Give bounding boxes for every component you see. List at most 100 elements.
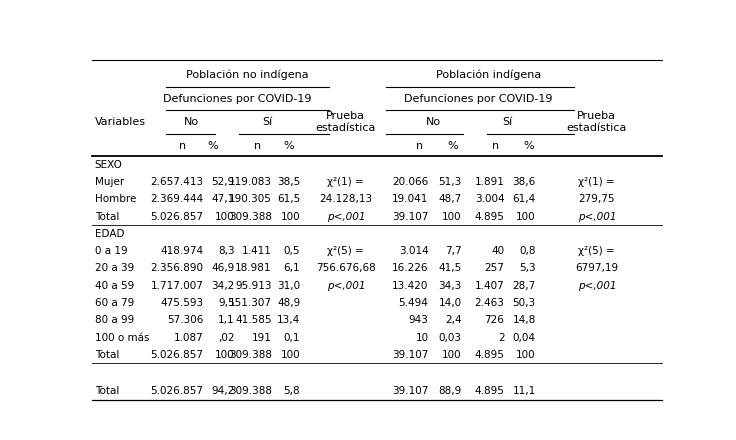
Text: Defunciones por COVID-19: Defunciones por COVID-19 — [163, 94, 312, 103]
Text: Población indígena: Población indígena — [436, 70, 541, 80]
Text: 50,3: 50,3 — [513, 298, 536, 308]
Text: 0,1: 0,1 — [283, 333, 300, 343]
Text: Sí: Sí — [263, 117, 273, 127]
Text: 51,3: 51,3 — [439, 177, 461, 187]
Text: 100: 100 — [215, 350, 235, 360]
Text: 20 a 39: 20 a 39 — [95, 264, 134, 273]
Text: χ²(5) =: χ²(5) = — [328, 246, 364, 256]
Text: 40 a 59: 40 a 59 — [95, 281, 134, 291]
Text: 309.388: 309.388 — [229, 350, 272, 360]
Text: Sí: Sí — [502, 117, 512, 127]
Text: 100: 100 — [215, 212, 235, 222]
Text: 100: 100 — [516, 212, 536, 222]
Text: 1.087: 1.087 — [174, 333, 203, 343]
Text: 38,5: 38,5 — [277, 177, 300, 187]
Text: 309.388: 309.388 — [229, 212, 272, 222]
Text: 16.226: 16.226 — [392, 264, 428, 273]
Text: 475.593: 475.593 — [160, 298, 203, 308]
Text: n: n — [179, 141, 185, 151]
Text: 100: 100 — [442, 212, 461, 222]
Text: 52,9: 52,9 — [211, 177, 235, 187]
Text: Prueba
estadística: Prueba estadística — [567, 111, 627, 133]
Text: 418.974: 418.974 — [160, 246, 203, 256]
Text: 2.369.444: 2.369.444 — [150, 194, 203, 204]
Text: n: n — [492, 141, 500, 151]
Text: Total: Total — [95, 386, 119, 396]
Text: 3.014: 3.014 — [399, 246, 428, 256]
Text: 1.717.007: 1.717.007 — [150, 281, 203, 291]
Text: 191: 191 — [252, 333, 272, 343]
Text: χ²(1) =: χ²(1) = — [328, 177, 364, 187]
Text: 13,4: 13,4 — [277, 315, 300, 325]
Text: 279,75: 279,75 — [578, 194, 615, 204]
Text: 39.107: 39.107 — [392, 386, 428, 396]
Text: 1.891: 1.891 — [475, 177, 504, 187]
Text: 48,7: 48,7 — [439, 194, 461, 204]
Text: 0,04: 0,04 — [513, 333, 536, 343]
Text: 100 o más: 100 o más — [95, 333, 149, 343]
Text: 190.305: 190.305 — [229, 194, 272, 204]
Text: 41,5: 41,5 — [439, 264, 461, 273]
Text: 943: 943 — [408, 315, 428, 325]
Text: Mujer: Mujer — [95, 177, 124, 187]
Text: 46,9: 46,9 — [211, 264, 235, 273]
Text: Total: Total — [95, 212, 119, 222]
Text: 2: 2 — [498, 333, 504, 343]
Text: 24.128,13: 24.128,13 — [319, 194, 372, 204]
Text: 2.356.890: 2.356.890 — [150, 264, 203, 273]
Text: 40: 40 — [491, 246, 504, 256]
Text: 5.026.857: 5.026.857 — [150, 386, 203, 396]
Text: 18.981: 18.981 — [236, 264, 272, 273]
Text: 2,4: 2,4 — [445, 315, 461, 325]
Text: 4.895: 4.895 — [475, 350, 504, 360]
Text: 14,8: 14,8 — [512, 315, 536, 325]
Text: 11,1: 11,1 — [512, 386, 536, 396]
Text: Población no indígena: Población no indígena — [186, 70, 309, 80]
Text: 3.004: 3.004 — [475, 194, 504, 204]
Text: p<,001: p<,001 — [578, 212, 616, 222]
Text: Hombre: Hombre — [95, 194, 136, 204]
Text: 61,4: 61,4 — [512, 194, 536, 204]
Text: 41.585: 41.585 — [236, 315, 272, 325]
Text: p<,001: p<,001 — [578, 281, 616, 291]
Text: ,02: ,02 — [218, 333, 235, 343]
Text: 100: 100 — [280, 350, 300, 360]
Text: n: n — [254, 141, 261, 151]
Text: 100: 100 — [516, 350, 536, 360]
Text: 6797,19: 6797,19 — [576, 264, 618, 273]
Text: 9,5: 9,5 — [218, 298, 235, 308]
Text: 5,3: 5,3 — [519, 264, 536, 273]
Text: 60 a 79: 60 a 79 — [95, 298, 134, 308]
Text: EDAD: EDAD — [95, 229, 124, 239]
Text: %: % — [283, 141, 294, 151]
Text: 47,1: 47,1 — [211, 194, 235, 204]
Text: 13.420: 13.420 — [392, 281, 428, 291]
Text: 7,7: 7,7 — [445, 246, 461, 256]
Text: 726: 726 — [484, 315, 504, 325]
Text: 5.494: 5.494 — [399, 298, 428, 308]
Text: 2.657.413: 2.657.413 — [150, 177, 203, 187]
Text: 34,2: 34,2 — [211, 281, 235, 291]
Text: 95.913: 95.913 — [236, 281, 272, 291]
Text: 34,3: 34,3 — [439, 281, 461, 291]
Text: 39.107: 39.107 — [392, 212, 428, 222]
Text: 80 a 99: 80 a 99 — [95, 315, 134, 325]
Text: 61,5: 61,5 — [277, 194, 300, 204]
Text: 10: 10 — [415, 333, 428, 343]
Text: 257: 257 — [484, 264, 504, 273]
Text: 119.083: 119.083 — [229, 177, 272, 187]
Text: %: % — [523, 141, 534, 151]
Text: No: No — [184, 117, 199, 127]
Text: 1.407: 1.407 — [475, 281, 504, 291]
Text: 48,9: 48,9 — [277, 298, 300, 308]
Text: p<,001: p<,001 — [327, 212, 365, 222]
Text: 4.895: 4.895 — [475, 212, 504, 222]
Text: Defunciones por COVID-19: Defunciones por COVID-19 — [405, 94, 553, 103]
Text: Prueba
estadística: Prueba estadística — [316, 111, 376, 133]
Text: p<,001: p<,001 — [327, 281, 365, 291]
Text: Total: Total — [95, 350, 119, 360]
Text: 756.676,68: 756.676,68 — [316, 264, 375, 273]
Text: 100: 100 — [442, 350, 461, 360]
Text: 0,03: 0,03 — [439, 333, 461, 343]
Text: 39.107: 39.107 — [392, 350, 428, 360]
